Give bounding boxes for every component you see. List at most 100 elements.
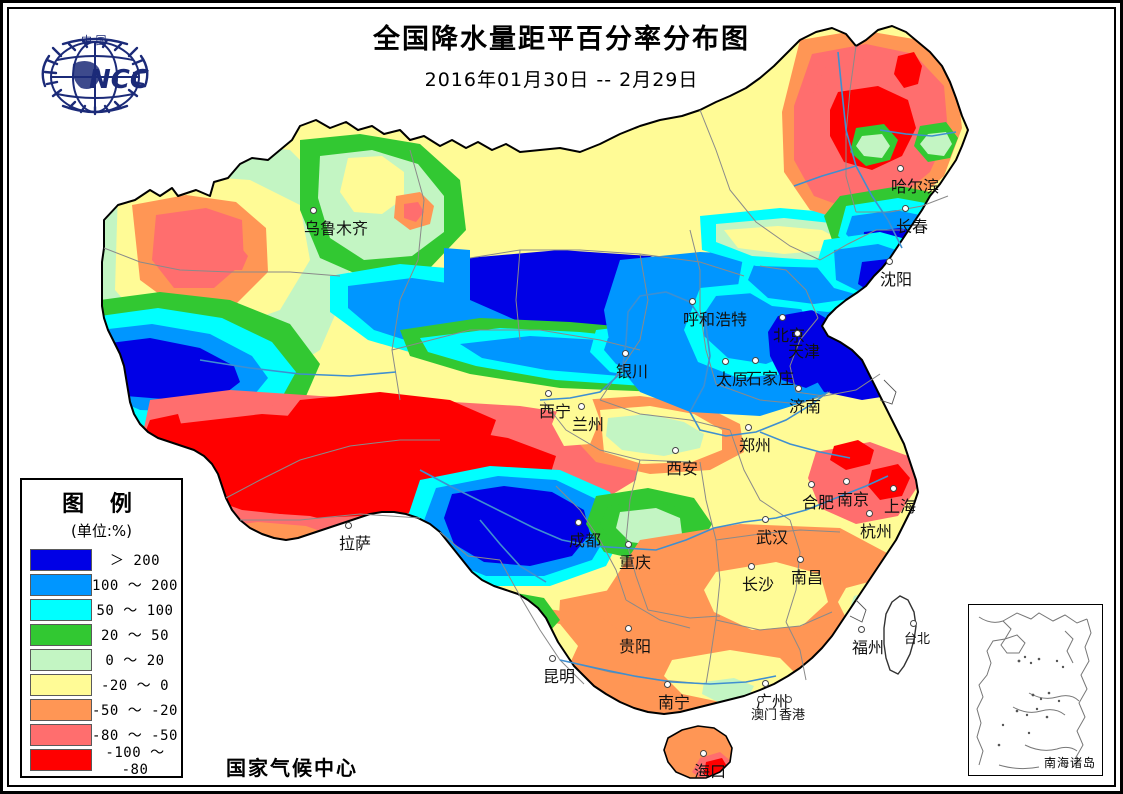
city-label: 沈阳: [880, 270, 913, 289]
city-label: 拉萨: [339, 534, 372, 553]
city-label: 郑州: [739, 436, 772, 455]
legend-swatch: [30, 549, 92, 571]
city-dot-icon: [752, 357, 759, 364]
city-dot-icon: [897, 165, 904, 172]
city-dot-icon: [762, 680, 769, 687]
south-china-sea-inset: 南海诸岛: [968, 604, 1103, 776]
city-label: 重庆: [619, 553, 652, 572]
city-dot-icon: [843, 478, 850, 485]
city-label: 长沙: [742, 575, 775, 594]
rivers: [199, 51, 957, 685]
city-dot-icon: [795, 385, 802, 392]
legend-row: 50 ～ 100: [22, 598, 181, 622]
city-label: 长春: [896, 217, 929, 236]
legend-swatch: [30, 599, 92, 621]
legend-swatch: [30, 749, 92, 771]
taiwan-border: [883, 595, 917, 675]
hainan-border: [663, 725, 733, 779]
city-dot-icon: [757, 696, 764, 703]
legend-row: 20 ～ 50: [22, 623, 181, 647]
legend-label: -100 ～ -80: [105, 745, 165, 778]
city-dot-icon: [745, 424, 752, 431]
city-label: 天津: [788, 342, 821, 361]
legend-row: ＞ 200: [22, 548, 181, 572]
city-dot-icon: [700, 750, 707, 757]
city-dot-icon: [664, 681, 671, 688]
city-label: 贵阳: [619, 637, 652, 656]
national-border: [101, 25, 969, 715]
city-dot-icon: [785, 696, 792, 703]
city-label: 台北: [904, 632, 931, 647]
city-dot-icon: [578, 403, 585, 410]
legend-row: 100 ～ 200: [22, 573, 181, 597]
attribution-text: 国家气候中心: [226, 756, 358, 780]
city-dot-icon: [779, 314, 786, 321]
city-dot-icon: [858, 626, 865, 633]
legend-label: 50 ～ 100: [96, 603, 174, 619]
city-dot-icon: [549, 655, 556, 662]
city-label: 乌鲁木齐: [304, 219, 369, 238]
page-title: 全国降水量距平百分率分布图: [373, 24, 750, 55]
city-dot-icon: [622, 350, 629, 357]
city-label: 西安: [666, 459, 699, 478]
city-dot-icon: [797, 556, 804, 563]
legend-row: -50 ～ -20: [22, 698, 181, 722]
legend-row: 0 ～ 20: [22, 648, 181, 672]
legend-label: ＞ 200: [109, 553, 161, 569]
city-dot-icon: [625, 625, 632, 632]
inset-map-svg: [976, 612, 1092, 770]
city-label: 济南: [789, 397, 822, 416]
city-label: 南宁: [658, 693, 691, 712]
city-label: 广州: [756, 692, 789, 711]
city-label: 澳门: [751, 708, 778, 723]
city-dot-icon: [808, 481, 815, 488]
city-dot-icon: [794, 330, 801, 337]
logo-acronym: NCC: [89, 65, 149, 95]
city-label: 杭州: [860, 522, 893, 541]
city-label: 南昌: [791, 568, 824, 587]
legend-label: 100 ～ 200: [92, 578, 178, 594]
city-label: 福州: [852, 638, 885, 657]
city-dot-icon: [575, 519, 582, 526]
city-label: 上海: [884, 497, 917, 516]
city-dot-icon: [310, 207, 317, 214]
legend-label: 0 ～ 20: [105, 653, 165, 669]
legend-swatch: [30, 624, 92, 646]
city-dot-icon: [545, 390, 552, 397]
city-label: 南京: [837, 490, 870, 509]
city-dot-icon: [866, 510, 873, 517]
logo-top-text: 中 国: [81, 34, 107, 47]
legend-row: -20 ～ 0: [22, 673, 181, 697]
legend-panel: 图 例 (单位:%) ＞ 200 100 ～ 200 50 ～ 100 20 ～ 50…: [20, 478, 183, 778]
legend-row: -80 ～ -50: [22, 723, 181, 747]
legend-swatch: [30, 574, 92, 596]
city-dot-icon: [722, 358, 729, 365]
legend-label: -80 ～ -50: [92, 728, 178, 744]
inset-label: 南海诸岛: [1043, 756, 1096, 770]
map-header: 全国降水量距平百分率分布图 2016年01月30日 -- 2月29日: [0, 24, 1123, 92]
coastline-detail: [849, 379, 897, 623]
legend-swatch: [30, 699, 92, 721]
city-label: 石家庄: [746, 369, 795, 388]
city-dot-icon: [689, 298, 696, 305]
city-label: 昆明: [543, 667, 576, 686]
city-label: 西宁: [539, 402, 572, 421]
city-label: 合肥: [802, 493, 835, 512]
city-dot-icon: [625, 541, 632, 548]
city-dot-icon: [748, 563, 755, 570]
city-dot-icon: [762, 516, 769, 523]
city-label: 武汉: [756, 528, 789, 547]
legend-swatch: [30, 724, 92, 746]
city-dot-icon: [345, 522, 352, 529]
legend-row: -100 ～ -80: [22, 745, 181, 778]
city-dot-icon: [672, 447, 679, 454]
date-range-subtitle: 2016年01月30日 -- 2月29日: [424, 69, 699, 92]
legend-swatch: [30, 674, 92, 696]
legend-swatch: [30, 649, 92, 671]
legend-rows: ＞ 200 100 ～ 200 50 ～ 100 20 ～ 50 0 ～ 20 -20 ～…: [22, 548, 181, 778]
legend-label: 20 ～ 50: [100, 628, 170, 644]
globe-landmass: [72, 61, 101, 89]
legend-label: -20 ～ 0: [100, 678, 170, 694]
